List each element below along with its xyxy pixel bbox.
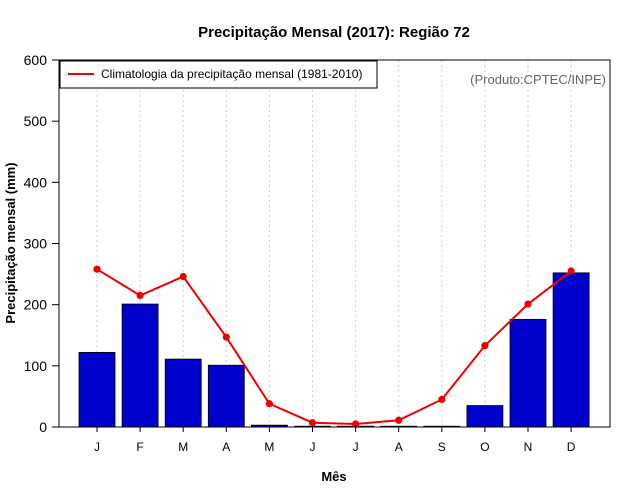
- legend: Climatologia da precipitação mensal (198…: [59, 60, 378, 89]
- climatology-point-11: [524, 300, 532, 308]
- y-axis: 0 100 200 300 400 500 600: [24, 52, 59, 435]
- y-tick-label: 600: [24, 52, 48, 68]
- y-tick-label: 400: [24, 174, 48, 190]
- climatology-point-10: [481, 342, 489, 350]
- climatology-point-2: [136, 291, 144, 300]
- bar-m-3: [164, 358, 202, 428]
- y-tick-label: 200: [24, 297, 48, 313]
- x-tick-label-10: O: [480, 440, 489, 454]
- bar-a-4: [207, 364, 245, 428]
- x-tick-label-8: A: [395, 440, 403, 454]
- climatology-point-3: [179, 272, 187, 281]
- x-tick-label-7: J: [353, 440, 359, 454]
- x-tick-label-11: N: [524, 440, 533, 454]
- climatology-point-12: [567, 267, 575, 275]
- bar-d-12: [552, 272, 590, 428]
- y-tick-label: 0: [39, 419, 47, 435]
- x-tick-label-4: A: [222, 440, 230, 454]
- x-tick-label-1: J: [94, 440, 100, 454]
- source-annotation: (Produto:CPTEC/INPE): [470, 72, 606, 87]
- climatology-polyline: [96, 268, 572, 425]
- legend-label: Climatologia da precipitação mensal (198…: [101, 67, 362, 81]
- climatology-point-5: [265, 400, 273, 408]
- x-tick-label-6: J: [310, 440, 316, 454]
- y-tick-label: 500: [24, 113, 48, 129]
- y-tick-label: 300: [24, 236, 48, 252]
- climatology-point-1: [93, 265, 101, 273]
- y-tick-label: 100: [24, 358, 48, 374]
- climatology-point-7: [352, 420, 360, 428]
- climatology-point-4: [222, 333, 230, 341]
- bar-j-1: [78, 351, 116, 428]
- climatology-point-9: [438, 395, 446, 404]
- x-tick-label-2: F: [136, 440, 143, 454]
- x-axis-label: Mês: [321, 469, 346, 484]
- bar-n-11: [509, 318, 547, 428]
- bars: [78, 272, 590, 428]
- bar-o-10: [466, 405, 504, 428]
- bar-f-2: [121, 303, 159, 428]
- x-tick-label-9: S: [438, 440, 446, 454]
- climatology-point-8: [395, 416, 403, 424]
- x-tick-label-5: M: [264, 440, 274, 454]
- x-tick-label-12: D: [567, 440, 576, 454]
- chart-title: Precipitação Mensal (2017): Região 72: [198, 24, 470, 41]
- climatology-point-6: [308, 419, 317, 427]
- x-tick-label-3: M: [178, 440, 188, 454]
- climatology-line: [93, 265, 575, 428]
- legend-box: [59, 60, 378, 89]
- y-axis-label: Precipitação mensal (mm): [3, 162, 18, 323]
